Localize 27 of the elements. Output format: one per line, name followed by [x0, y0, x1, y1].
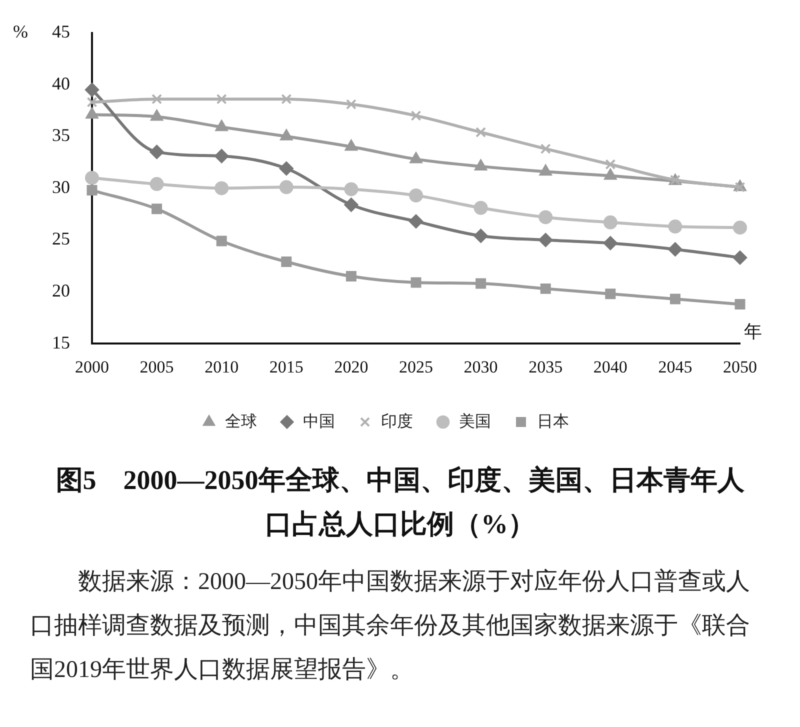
- y-tick-label: 15: [52, 332, 70, 352]
- x-tick-label: 2030: [464, 357, 498, 376]
- legend-label: 全球: [225, 412, 257, 430]
- x-tick-label: 2015: [269, 357, 304, 376]
- y-tick-label: 30: [52, 176, 70, 197]
- x-tick-label: 2040: [593, 357, 628, 376]
- legend-label: 日本: [537, 412, 569, 430]
- x-tick-label: 2045: [658, 357, 692, 376]
- x-tick-label: 2005: [140, 357, 174, 376]
- x-axis-title: 年: [744, 321, 762, 342]
- legend-label: 美国: [459, 412, 491, 430]
- legend-label: 印度: [381, 412, 413, 430]
- x-tick-label: 2020: [334, 357, 368, 376]
- legend-label: 中国: [303, 412, 335, 430]
- y-tick-label: 40: [52, 73, 70, 94]
- x-tick-label: 2050: [723, 357, 757, 376]
- y-tick-label: 35: [52, 125, 70, 146]
- x-tick-label: 2010: [204, 357, 239, 376]
- x-tick-label: 2035: [528, 357, 563, 376]
- y-tick-label: 45: [52, 22, 70, 42]
- x-tick-label: 2000: [75, 357, 109, 376]
- text: 图5 2000—2050年全球、中国、印度、美国、日本青年人口占总人口比例（%）: [54, 464, 746, 541]
- source-note: 数据来源：2000—2050年中国数据来源于对应年份人口普查或人口抽样调查数据及预测，中国其余年份及其他国家数据来源于《联合国2019年世界人口数据展望报告》。: [30, 568, 751, 685]
- y-axis-title: %: [13, 22, 28, 42]
- x-tick-label: 2025: [399, 357, 433, 376]
- y-tick-label: 25: [52, 228, 70, 249]
- y-tick-label: 20: [52, 280, 70, 301]
